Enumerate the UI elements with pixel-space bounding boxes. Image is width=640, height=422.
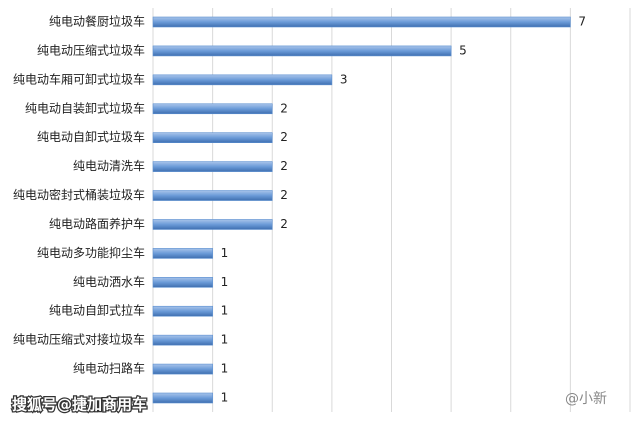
bar — [152, 103, 273, 115]
value-label: 1 — [221, 275, 229, 289]
value-label: 2 — [280, 130, 288, 144]
bar — [152, 219, 273, 230]
y-tick-label: 纯电动扫路车 — [73, 361, 145, 376]
bar — [152, 132, 273, 143]
watermark: @小新 — [565, 391, 607, 407]
bar — [152, 248, 213, 259]
watermark: 搜狐号@捷加商用车 — [12, 396, 147, 414]
value-label: 2 — [280, 217, 288, 231]
value-label: 7 — [578, 15, 586, 29]
y-tick-label: 纯电动车厢可卸式垃圾车 — [13, 71, 145, 86]
value-label: 1 — [221, 246, 229, 260]
value-label: 2 — [280, 159, 288, 173]
y-tick-label: 纯电动自卸式拉车 — [49, 303, 145, 318]
value-label: 2 — [280, 101, 288, 115]
value-label: 2 — [280, 188, 288, 202]
bar — [152, 363, 213, 375]
value-label: 1 — [221, 333, 229, 347]
value-label: 3 — [340, 72, 348, 86]
bar — [152, 305, 213, 317]
y-tick-label: 纯电动压缩式垃圾车 — [37, 42, 145, 57]
value-label: 5 — [459, 43, 467, 57]
value-label: 1 — [221, 362, 229, 376]
bar — [152, 392, 213, 404]
bar — [152, 277, 213, 288]
value-label: 1 — [221, 304, 229, 318]
y-tick-label: 纯电动多功能抑尘车 — [37, 245, 145, 260]
bar — [152, 334, 213, 346]
y-tick-label: 纯电动路面养护车 — [49, 216, 145, 231]
y-tick-label: 纯电动餐厨垃圾车 — [49, 14, 145, 29]
value-label: 1 — [221, 391, 229, 405]
bar — [152, 74, 333, 86]
bar — [152, 161, 273, 172]
bar — [152, 16, 571, 28]
y-tick-label: 纯电动压缩式对接垃圾车 — [13, 332, 145, 347]
y-tick-label: 纯电动洒水车 — [73, 274, 145, 289]
bar — [152, 45, 452, 57]
y-tick-label: 纯电动自装卸式垃圾车 — [25, 100, 145, 115]
y-tick-label: 纯电动密封式桶装垃圾车 — [13, 187, 145, 202]
y-tick-label: 纯电动自卸式垃圾车 — [37, 129, 145, 144]
y-tick-label: 纯电动清洗车 — [73, 158, 145, 173]
bar — [152, 190, 273, 201]
